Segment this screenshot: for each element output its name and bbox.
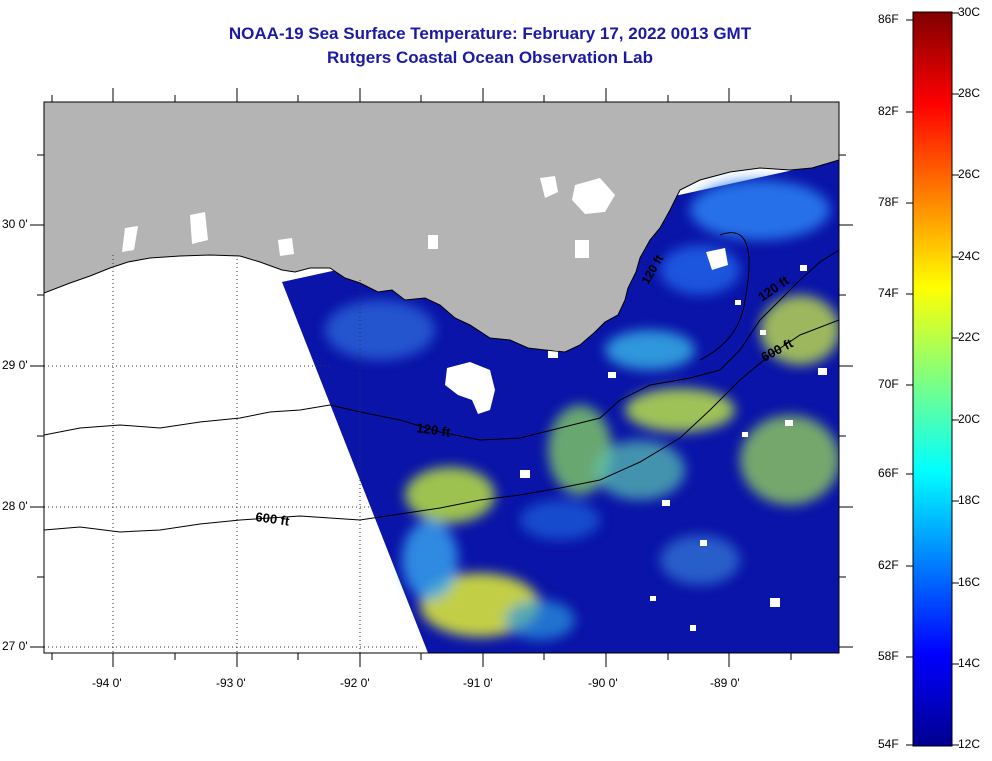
colorbar-c-label: 24C <box>958 249 981 263</box>
lon-label: -91 0' <box>463 676 493 690</box>
colorbar-c-label: 26C <box>958 167 981 181</box>
colorbar-c-label: 28C <box>958 86 981 100</box>
colorbar-f-label: 74F <box>878 286 899 300</box>
colorbar-f-label: 66F <box>878 466 899 480</box>
lon-label: -89 0' <box>710 676 740 690</box>
contour-600ft <box>44 319 839 533</box>
lon-label: -92 0' <box>340 676 370 690</box>
map-subtitle: Rutgers Coastal Ocean Observation Lab <box>327 48 653 67</box>
colorbar <box>912 11 953 747</box>
colorbar-f-label: 62F <box>878 558 899 572</box>
colorbar-f-label: 86F <box>878 12 899 26</box>
colorbar-c-label: 18C <box>958 493 981 507</box>
colorbar-c-label: 30C <box>958 5 981 19</box>
colorbar-f-label: 58F <box>878 649 899 663</box>
colorbar-c-label: 16C <box>958 575 981 589</box>
colorbar-f-label: 78F <box>878 195 899 209</box>
lat-label: 27 0' <box>2 639 28 653</box>
colorbar-c-label: 20C <box>958 412 981 426</box>
colorbar-c-label: 22C <box>958 330 981 344</box>
contour-120ft <box>44 249 839 441</box>
lat-label: 29 0' <box>2 358 28 372</box>
map-frame <box>43 101 840 654</box>
contour-label: 120 ft <box>416 420 452 440</box>
lat-label: 28 0' <box>2 499 28 513</box>
lat-label: 30 0' <box>2 217 28 231</box>
lon-label: -94 0' <box>92 676 122 690</box>
map-title: NOAA-19 Sea Surface Temperature: Februar… <box>228 24 752 43</box>
ticks <box>30 88 853 667</box>
graticule <box>44 255 420 653</box>
coastline <box>44 159 839 353</box>
colorbar-f-label: 70F <box>878 377 899 391</box>
colorbar-f-label: 54F <box>878 737 899 751</box>
land <box>44 102 839 352</box>
colorbar-c-label: 12C <box>958 737 981 751</box>
colorbar-c-label: 14C <box>958 656 981 670</box>
contour-label: 600 ft <box>255 509 291 529</box>
colorbar-f-label: 82F <box>878 104 899 118</box>
map-area <box>44 102 839 653</box>
lon-label: -90 0' <box>588 676 618 690</box>
no-data-holes <box>122 176 827 631</box>
lon-label: -93 0' <box>216 676 246 690</box>
colorbar-ticks <box>906 12 959 746</box>
